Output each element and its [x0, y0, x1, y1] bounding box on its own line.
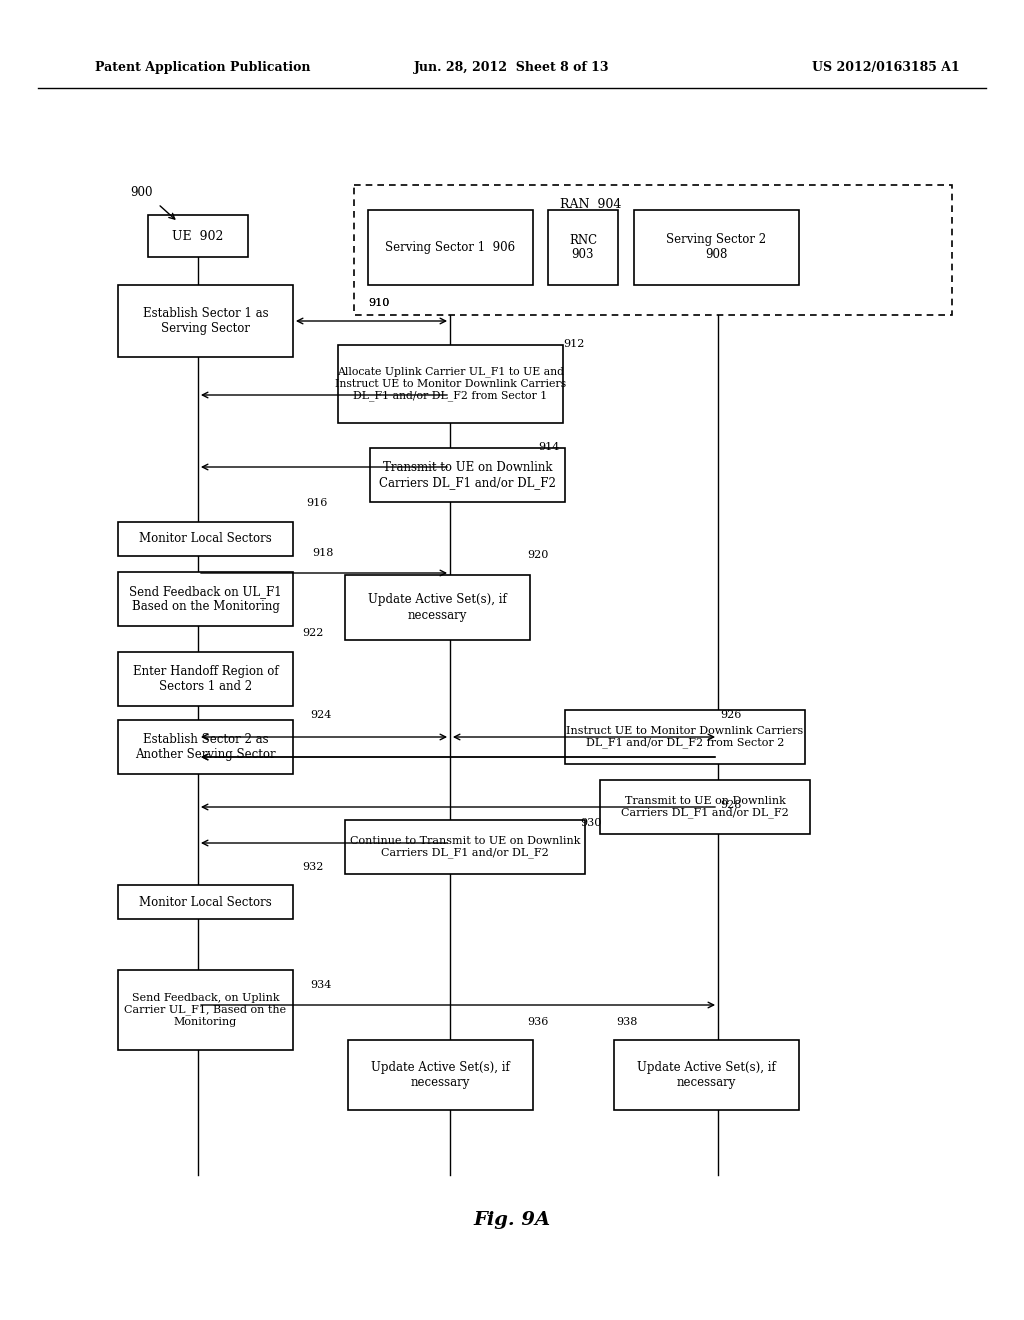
Bar — [118, 521, 293, 556]
Text: Update Active Set(s), if
necessary: Update Active Set(s), if necessary — [368, 594, 507, 622]
Bar — [148, 215, 248, 257]
Text: Continue to Transmit to UE on Downlink
Carriers DL_F1 and/or DL_F2: Continue to Transmit to UE on Downlink C… — [350, 836, 581, 858]
Text: Transmit to UE on Downlink
Carriers DL_F1 and/or DL_F2: Transmit to UE on Downlink Carriers DL_F… — [622, 796, 788, 818]
Bar — [345, 820, 585, 874]
Text: RNC
903: RNC 903 — [569, 234, 597, 261]
Bar — [370, 447, 565, 502]
Text: Serving Sector 1  906: Serving Sector 1 906 — [385, 242, 515, 253]
Text: 938: 938 — [616, 1016, 637, 1027]
Text: US 2012/0163185 A1: US 2012/0163185 A1 — [812, 62, 961, 74]
Text: Allocate Uplink Carrier UL_F1 to UE and
Instruct UE to Monitor Downlink Carriers: Allocate Uplink Carrier UL_F1 to UE and … — [335, 367, 566, 401]
Text: 924: 924 — [310, 710, 332, 719]
Text: Instruct UE to Monitor Downlink Carriers
DL_F1 and/or DL_F2 from Sector 2: Instruct UE to Monitor Downlink Carriers… — [566, 726, 804, 748]
Bar — [548, 210, 618, 285]
Text: 914: 914 — [538, 442, 559, 451]
Bar — [118, 572, 293, 626]
Text: 934: 934 — [310, 979, 332, 990]
Bar — [634, 210, 799, 285]
Text: 910: 910 — [368, 298, 389, 308]
Text: 918: 918 — [312, 548, 334, 558]
Text: 928: 928 — [720, 800, 741, 810]
Text: Serving Sector 2
908: Serving Sector 2 908 — [667, 234, 767, 261]
Text: Fig. 9A: Fig. 9A — [473, 1210, 551, 1229]
Text: 930: 930 — [580, 818, 601, 828]
Bar — [600, 780, 810, 834]
Bar — [614, 1040, 799, 1110]
Bar — [348, 1040, 534, 1110]
Bar — [118, 719, 293, 774]
Text: Update Active Set(s), if
necessary: Update Active Set(s), if necessary — [371, 1061, 510, 1089]
Text: 910: 910 — [368, 298, 389, 308]
Text: Jun. 28, 2012  Sheet 8 of 13: Jun. 28, 2012 Sheet 8 of 13 — [415, 62, 609, 74]
Bar — [565, 710, 805, 764]
Text: Transmit to UE on Downlink
Carriers DL_F1 and/or DL_F2: Transmit to UE on Downlink Carriers DL_F… — [379, 461, 556, 488]
Bar — [368, 210, 534, 285]
Text: 926: 926 — [720, 710, 741, 719]
Text: 922: 922 — [302, 628, 324, 638]
Text: Patent Application Publication: Patent Application Publication — [95, 62, 310, 74]
Text: RAN  904: RAN 904 — [560, 198, 622, 211]
Bar — [118, 970, 293, 1049]
Text: 916: 916 — [306, 498, 328, 508]
Bar — [345, 576, 530, 640]
Text: Monitor Local Sectors: Monitor Local Sectors — [139, 532, 272, 545]
Text: Enter Handoff Region of
Sectors 1 and 2: Enter Handoff Region of Sectors 1 and 2 — [133, 665, 279, 693]
Text: 912: 912 — [563, 339, 585, 348]
Text: UE  902: UE 902 — [172, 230, 223, 243]
Text: Monitor Local Sectors: Monitor Local Sectors — [139, 895, 272, 908]
Bar — [354, 185, 952, 315]
Text: 900: 900 — [130, 186, 153, 198]
Text: Send Feedback on UL_F1
Based on the Monitoring: Send Feedback on UL_F1 Based on the Moni… — [129, 585, 282, 612]
Text: Establish Sector 2 as
Another Serving Sector: Establish Sector 2 as Another Serving Se… — [135, 733, 275, 762]
Text: 932: 932 — [302, 862, 324, 873]
Text: Establish Sector 1 as
Serving Sector: Establish Sector 1 as Serving Sector — [142, 308, 268, 335]
Bar — [118, 884, 293, 919]
Text: Send Feedback, on Uplink
Carrier UL_F1, Based on the
Monitoring: Send Feedback, on Uplink Carrier UL_F1, … — [125, 993, 287, 1027]
Text: Update Active Set(s), if
necessary: Update Active Set(s), if necessary — [637, 1061, 776, 1089]
Bar — [118, 285, 293, 356]
Text: 936: 936 — [527, 1016, 549, 1027]
Bar — [338, 345, 563, 422]
Bar — [118, 652, 293, 706]
Text: 920: 920 — [527, 550, 549, 560]
